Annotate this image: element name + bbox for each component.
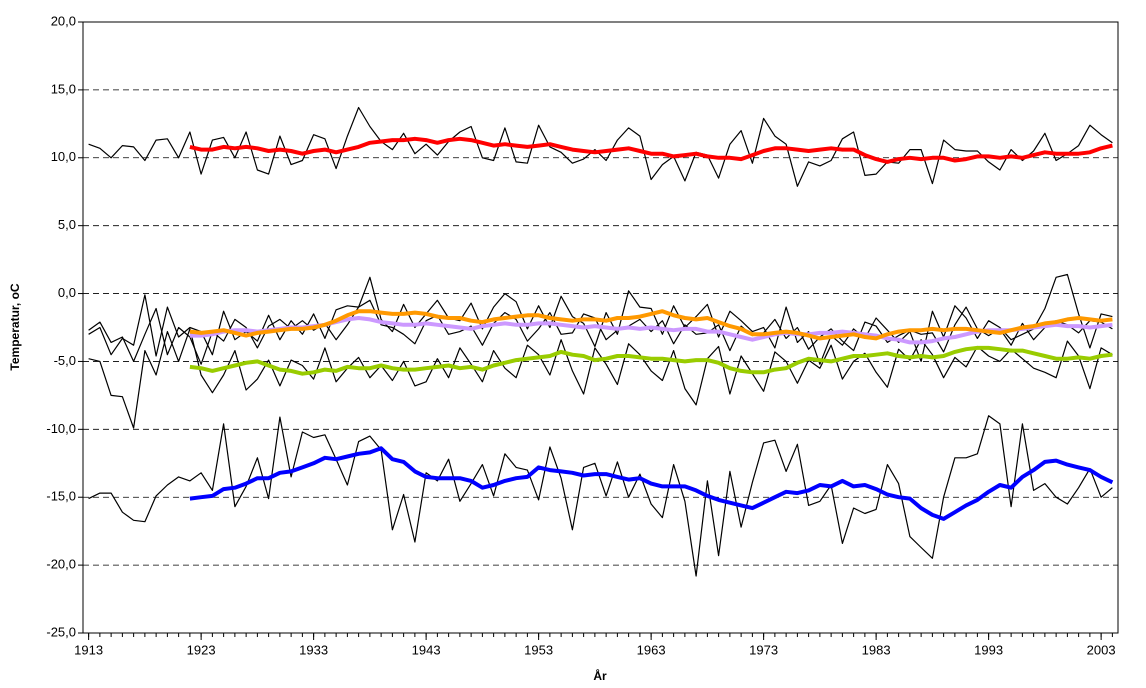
y-tick-label: -25,0 — [46, 624, 76, 639]
x-tick-label: 1933 — [299, 642, 328, 657]
data-line — [88, 299, 1113, 365]
y-tick-label: 5,0 — [58, 217, 76, 232]
moving-average-line — [189, 316, 1113, 345]
x-tick-label: 1973 — [749, 642, 778, 657]
moving-average-line — [189, 446, 1114, 521]
moving-average-line — [189, 345, 1113, 376]
x-tick-label: 1923 — [187, 642, 216, 657]
y-tick-label: 20,0 — [51, 13, 76, 28]
x-axis-title: År — [593, 668, 607, 683]
y-tick-label: -20,0 — [46, 557, 76, 572]
data-line — [88, 328, 1113, 429]
y-tick-label: 0,0 — [58, 285, 76, 300]
x-tick-label: 1913 — [74, 642, 103, 657]
data-line — [88, 106, 1113, 187]
plot-frame — [82, 21, 1119, 634]
y-tick-label: -10,0 — [46, 421, 76, 436]
x-tick-label: 2003 — [1087, 642, 1116, 657]
y-tick-label: 15,0 — [51, 81, 76, 96]
y-tick-label: -5,0 — [54, 353, 76, 368]
y-tick-label: 10,0 — [51, 149, 76, 164]
x-tick-label: 1983 — [862, 642, 891, 657]
x-tick-label: 1953 — [524, 642, 553, 657]
moving-average-line — [189, 309, 1113, 341]
data-line — [88, 415, 1113, 577]
y-tick-label: -15,0 — [46, 489, 76, 504]
y-axis-title: Temperatur, oC — [8, 283, 22, 370]
x-tick-label: 1943 — [412, 642, 441, 657]
x-tick-label: 1963 — [637, 642, 666, 657]
moving-average-line — [189, 136, 1113, 164]
x-tick-label: 1993 — [974, 642, 1003, 657]
